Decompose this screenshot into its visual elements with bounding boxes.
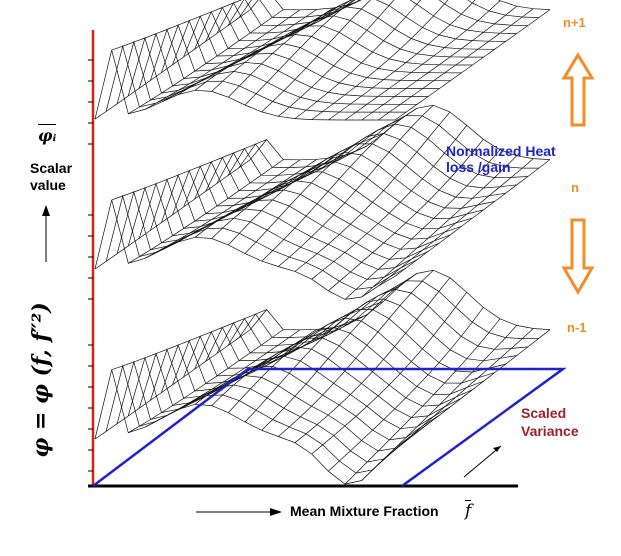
- down-orange-arrow: [561, 218, 595, 295]
- mesh-surface-1: [94, 104, 551, 300]
- scalar-value-label: Scalar value: [30, 160, 73, 193]
- mesh-line: [111, 0, 242, 51]
- mesh-line: [294, 0, 422, 119]
- mesh-line: [194, 6, 495, 50]
- mesh-line: [261, 0, 371, 113]
- mesh-line: [228, 133, 384, 246]
- f-symbol-label: f: [465, 500, 472, 521]
- mesh-line: [94, 369, 396, 485]
- mesh-line: [227, 0, 528, 26]
- mesh-line: [311, 125, 467, 280]
- x-axis-label: Mean Mixture Fraction: [290, 503, 439, 519]
- mesh-surface-2: [94, 269, 551, 485]
- level-top-label: n+1: [563, 15, 586, 30]
- mesh-line: [328, 0, 476, 121]
- scalar-symbol-label: φᵢ: [38, 124, 57, 145]
- mesh-surface-0: [94, 0, 551, 121]
- mesh-line: [361, 155, 517, 298]
- phi-equation-text: φ = φ (f, f″²): [28, 302, 54, 458]
- mesh-line: [249, 269, 551, 331]
- mesh-line: [111, 139, 267, 201]
- scaled-variance-label: Scaled Variance: [521, 405, 579, 439]
- mesh-line: [328, 139, 484, 292]
- mesh-line: [278, 269, 434, 437]
- mesh-line: [178, 327, 334, 410]
- mesh-line: [161, 24, 462, 74]
- mesh-line: [211, 145, 367, 239]
- mesh-line: [94, 329, 251, 440]
- mesh-line: [311, 291, 467, 455]
- mesh-line: [138, 182, 440, 260]
- mesh-line: [128, 159, 284, 264]
- variance-plane: [92, 367, 567, 488]
- mesh-line: [111, 309, 267, 371]
- mesh-line: [244, 0, 354, 106]
- mesh-line: [211, 0, 362, 92]
- level-mid-label: n: [571, 180, 579, 195]
- mesh-line: [128, 9, 284, 115]
- mesh-line: [394, 9, 551, 121]
- mesh-line: [194, 153, 351, 238]
- mesh-line: [216, 0, 517, 34]
- mesh-line: [394, 159, 551, 277]
- mesh-line: [328, 307, 484, 472]
- mesh-line: [94, 159, 251, 270]
- mesh-line: [178, 157, 334, 243]
- mesh-line: [261, 108, 417, 262]
- mesh-line: [278, 0, 395, 117]
- up-orange-arrow: [561, 52, 595, 127]
- mesh-line: [361, 5, 517, 121]
- mesh-line: [228, 301, 384, 413]
- mesh-line: [205, 309, 506, 373]
- mesh-line: [144, 329, 301, 428]
- mesh-line: [294, 111, 451, 272]
- variance-arrow-head: [493, 446, 501, 452]
- mesh-line: [238, 0, 539, 19]
- mesh-line: [161, 9, 317, 103]
- mesh-line: [94, 199, 396, 300]
- mesh-line: [144, 9, 301, 110]
- mesh-line: [294, 277, 451, 443]
- scalar-arrow-head: [42, 205, 50, 216]
- mesh-line: [128, 329, 284, 434]
- mesh-line: [311, 0, 449, 120]
- mesh-line: [150, 178, 451, 250]
- mesh-line: [344, 318, 501, 485]
- mesh-line: [94, 9, 251, 120]
- mesh-line: [249, 0, 551, 11]
- level-bottom-label: n-1: [567, 320, 587, 335]
- mesh-line: [228, 0, 352, 98]
- mesh-line: [194, 4, 351, 91]
- mesh-line: [183, 15, 484, 58]
- mesh-line: [211, 314, 367, 406]
- mesh-line: [144, 159, 301, 259]
- mesh-line: [244, 119, 401, 254]
- mesh-line: [378, 8, 534, 121]
- mesh-line: [161, 174, 462, 240]
- mesh-line: [378, 328, 534, 465]
- mesh-line: [361, 325, 517, 481]
- mesh-line: [344, 0, 501, 121]
- heat-loss-label: Normalized Heat loss /gain: [446, 143, 556, 175]
- mesh-line: [278, 104, 434, 267]
- mesh-line: [172, 337, 473, 407]
- mesh-line: [244, 285, 401, 423]
- mesh-line: [378, 158, 534, 287]
- mesh-line: [216, 298, 517, 362]
- mesh-line: [344, 149, 501, 300]
- x-label-arrow-head: [270, 508, 282, 516]
- mesh-line: [394, 329, 551, 450]
- mesh-line: [261, 273, 417, 431]
- variance-arrow-line: [463, 445, 502, 478]
- mesh-line: [172, 19, 473, 66]
